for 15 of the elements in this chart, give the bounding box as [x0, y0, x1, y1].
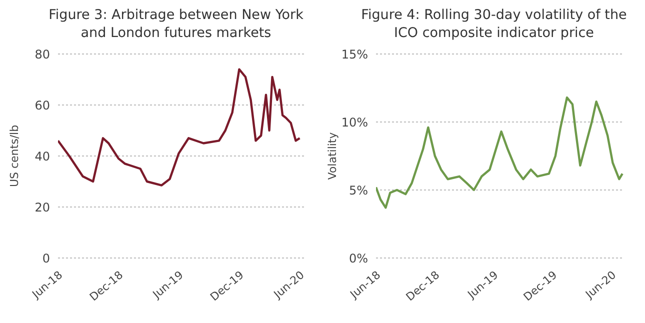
y-tick-label: 15% — [341, 47, 368, 62]
line-series — [376, 96, 624, 209]
y-tick-label: 20 — [34, 200, 50, 214]
y-axis-title: US cents/lb — [8, 124, 21, 188]
chart-title: Figure 3: Arbitrage between New York and London futures markets — [48, 6, 304, 43]
y-axis-title: Volatility — [326, 132, 339, 180]
y-tick-label: 0% — [348, 251, 368, 266]
chart-title: Figure 4: Rolling 30-day volatility of the ICO composite indicator price — [360, 6, 628, 43]
y-tick-label: 10% — [341, 115, 368, 130]
line-series — [58, 68, 301, 186]
y-tick-label: 0 — [42, 251, 50, 266]
y-tick-label: 5% — [348, 183, 368, 198]
y-tick-label: 80 — [34, 47, 50, 62]
y-tick-label: 40 — [34, 149, 50, 164]
y-tick-label: 60 — [34, 98, 50, 112]
